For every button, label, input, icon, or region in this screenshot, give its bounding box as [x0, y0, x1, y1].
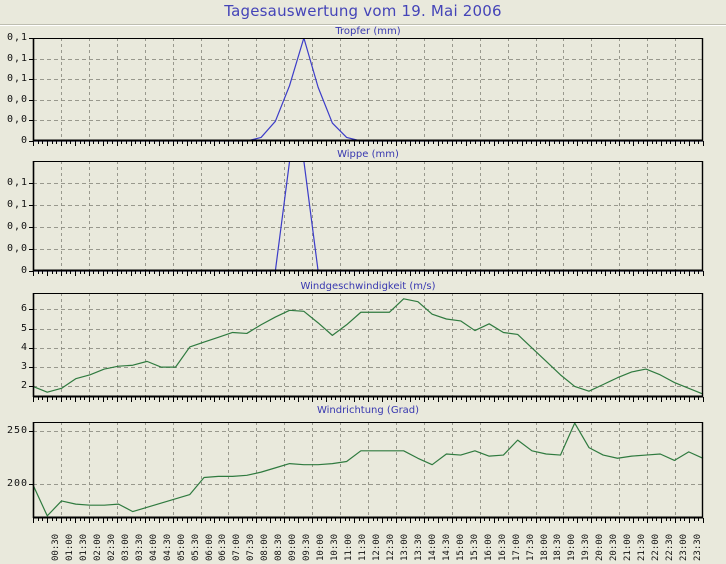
x-tick-label: 04:00: [148, 533, 159, 561]
x-tick-label: 08:00: [260, 533, 271, 561]
y-tick-label: 0,1: [6, 177, 28, 188]
plot-background: [33, 38, 703, 141]
x-tick-label: 14:00: [427, 533, 438, 561]
x-tick-label: 01:30: [78, 533, 89, 561]
x-tick-label: 02:00: [92, 533, 103, 561]
x-axis-minor-ticks: [33, 141, 704, 146]
y-tick-label: 0,0: [6, 243, 28, 254]
y-axis-ticks: [29, 309, 33, 387]
plot-area-windgeschwindigkeit: [29, 293, 704, 402]
plot-background: [33, 293, 703, 397]
y-tick-label: 0,1: [6, 199, 28, 210]
x-tick-label: 10:00: [316, 533, 327, 561]
x-tick-label: 03:00: [120, 533, 131, 561]
y-axis-ticks: [29, 183, 33, 272]
x-tick-label: 23:00: [679, 533, 690, 561]
x-tick-label: 01:00: [64, 533, 75, 561]
page-title: Tagesauswertung vom 19. Mai 2006: [224, 2, 502, 20]
x-tick-label: 06:00: [204, 533, 215, 561]
x-tick-label: 18:00: [539, 533, 550, 561]
x-tick-label: 13:00: [399, 533, 410, 561]
grid-vertical: [61, 422, 676, 518]
y-tick-label: 0,0: [6, 221, 28, 232]
x-tick-label: 09:30: [302, 533, 313, 561]
y-tick-label: 0,0: [6, 114, 28, 126]
chart-title-windrichtung: Windrichtung (Grad): [316, 405, 420, 416]
plot-area-windrichtung: [29, 422, 704, 523]
y-tick-label: 5: [20, 322, 28, 334]
x-axis-minor-ticks: [33, 271, 704, 276]
x-tick-label: 14:30: [441, 533, 452, 561]
x-tick-label: 11:30: [358, 533, 369, 561]
y-tick-label: 0,0: [6, 93, 28, 105]
chart-panel-tropfer: Tropfer (mm) 0,1 0,1 0,1 0,0 0,0 0: [0, 26, 726, 146]
x-axis-minor-ticks: [33, 518, 704, 523]
x-tick-label: 13:30: [413, 533, 424, 561]
series-line-windgeschwindigkeit: [32, 298, 704, 395]
x-tick-label: 21:30: [637, 533, 648, 561]
chart-panel-wippe: Wippe (mm) 0,1 0,1 0,0 0,0 0: [0, 149, 726, 276]
x-tick-label: 00:30: [50, 533, 61, 561]
y-tick-label: 3: [20, 361, 28, 373]
grid-vertical: [61, 38, 676, 141]
y-axis-ticks: [29, 431, 33, 485]
x-tick-label: 18:30: [553, 533, 564, 561]
x-tick-label: 08:30: [274, 533, 285, 561]
x-tick-label: 20:00: [595, 533, 606, 561]
x-tick-label: 22:00: [651, 533, 662, 561]
y-tick-label: 0,1: [6, 32, 28, 43]
chart-title-windgeschwindigkeit: Windgeschwindigkeit (m/s): [300, 281, 436, 292]
x-tick-label: 15:00: [455, 533, 466, 561]
x-tick-label: 11:00: [344, 533, 355, 561]
x-tick-label: 22:30: [665, 533, 676, 561]
y-tick-label: 0,1: [6, 73, 28, 85]
chart-panel-windgeschwindigkeit: Windgeschwindigkeit (m/s) 6 5 4 3 2: [0, 281, 726, 402]
x-tick-label: 06:30: [218, 533, 229, 561]
grid-vertical: [61, 293, 676, 397]
y-tick-label: 0,1: [6, 52, 28, 64]
x-tick-label: 04:30: [162, 533, 173, 561]
y-tick-label: 2: [20, 380, 28, 392]
y-tick-label: 250: [6, 424, 28, 436]
x-tick-label: 21:00: [623, 533, 634, 561]
x-tick-label: 07:00: [232, 533, 243, 561]
plot-area-tropfer: [29, 38, 704, 146]
x-tick-label: 12:30: [385, 533, 396, 561]
y-tick-label: 0: [20, 135, 28, 146]
x-tick-label: 10:30: [330, 533, 341, 561]
x-tick-label: 16:30: [497, 533, 508, 561]
x-tick-label: 05:30: [190, 533, 201, 561]
y-tick-label: 0: [20, 265, 28, 276]
plot-area-wippe: [29, 161, 704, 276]
chart-panel-windrichtung: Windrichtung (Grad) 250 200: [0, 405, 726, 523]
x-tick-label: 07:30: [246, 533, 257, 561]
x-axis-tick-labels: 00:30 01:00 01:30 02:00 02:30 03:00 03:30 04:00…: [0, 521, 726, 564]
x-tick-label: 20:30: [609, 533, 620, 561]
chart-title-tropfer: Tropfer (mm): [335, 26, 401, 37]
y-axis-ticks: [29, 38, 33, 142]
y-tick-label: 6: [20, 303, 28, 315]
x-axis-minor-ticks: [33, 397, 704, 402]
x-tick-label: 17:00: [511, 533, 522, 561]
x-tick-label: 03:30: [134, 533, 145, 561]
x-tick-label: 23:30: [693, 533, 704, 561]
x-tick-label: 17:30: [525, 533, 536, 561]
x-tick-label: 19:30: [581, 533, 592, 561]
x-tick-label: 12:00: [372, 533, 382, 561]
x-tick-label: 16:00: [483, 533, 494, 561]
x-tick-label: 02:30: [106, 533, 117, 561]
x-tick-label: 05:00: [176, 533, 187, 561]
x-tick-label: 15:30: [469, 533, 480, 561]
y-tick-label: 200: [6, 477, 28, 489]
title-divider: [0, 24, 726, 26]
series-line-windrichtung: [32, 422, 704, 517]
chart-title-wippe: Wippe (mm): [337, 149, 399, 160]
x-tick-label: 19:00: [567, 533, 578, 561]
grid-vertical: [61, 161, 676, 271]
y-tick-label: 4: [20, 341, 28, 353]
x-tick-label: 09:00: [288, 533, 299, 561]
